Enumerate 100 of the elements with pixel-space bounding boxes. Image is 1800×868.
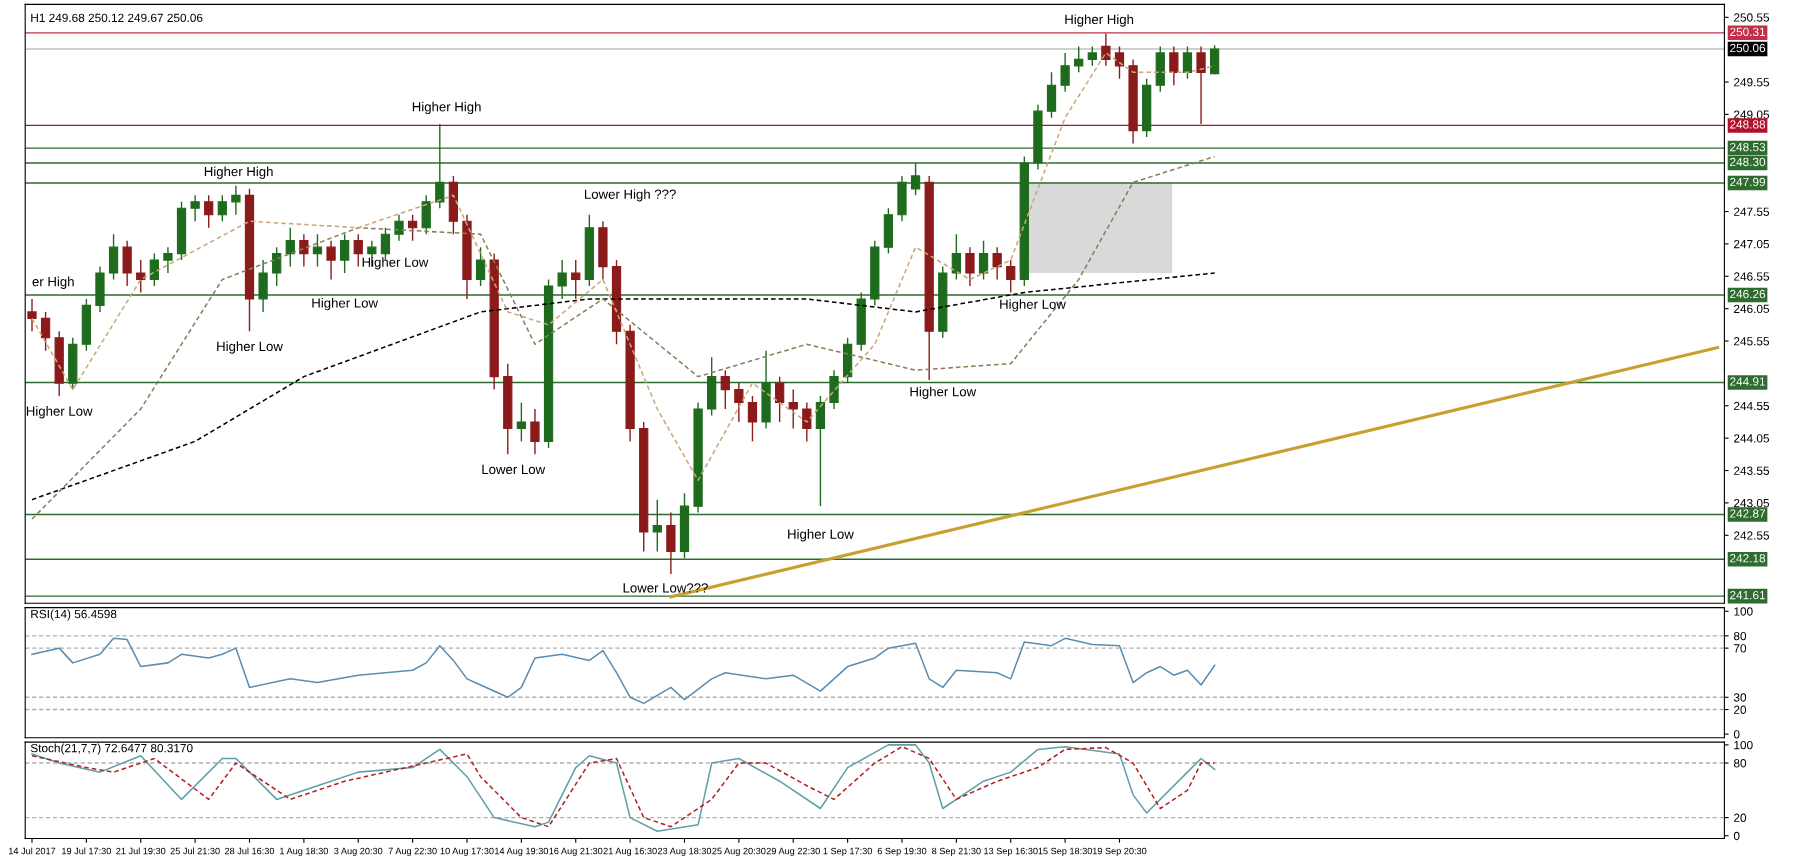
ref-line-label: 250.06 bbox=[1730, 43, 1766, 53]
y-tick-label: 80 bbox=[1733, 631, 1747, 641]
candlestick bbox=[1006, 259, 1016, 294]
chart-title: RSI(14) 56.4598 bbox=[31, 609, 117, 621]
annotation: Higher Low bbox=[1000, 299, 1066, 312]
y-tick-label: 20 bbox=[1734, 705, 1747, 714]
candlestick bbox=[516, 401, 526, 443]
x-tick-label: 19 Sep 20:30 bbox=[1092, 847, 1147, 857]
x-tick-label: 7 Aug 22:30 bbox=[388, 847, 437, 857]
x-tick-label: 13 Sep 16:30 bbox=[984, 847, 1038, 857]
x-tick-label: 25 Jul 21:30 bbox=[170, 847, 220, 855]
annotation: Higher Low bbox=[788, 529, 854, 542]
y-tick-label: 0 bbox=[1733, 831, 1740, 841]
candlestick bbox=[992, 246, 1002, 281]
y-tick-label: 100 bbox=[1734, 607, 1753, 616]
y-tick-label: 80 bbox=[1733, 759, 1747, 768]
ref-line-label: 246.26 bbox=[1730, 289, 1766, 299]
text: H1 249.68 250.12 249.67 250.06 bbox=[31, 13, 203, 22]
x-tick-label: 6 Sep 19:30 bbox=[877, 847, 927, 857]
ref-line-label: 242.18 bbox=[1730, 554, 1766, 563]
candlestick bbox=[1182, 45, 1193, 80]
candlestick bbox=[1087, 45, 1097, 67]
y-tick-label: 242.55 bbox=[1734, 531, 1770, 540]
candlestick bbox=[557, 259, 567, 300]
candlestick bbox=[272, 246, 282, 287]
x-tick-label: 3 Aug 20:30 bbox=[334, 847, 383, 857]
annotation: Higher High bbox=[412, 101, 481, 115]
candlestick bbox=[802, 401, 812, 443]
candlestick bbox=[951, 233, 961, 281]
annotation: Higher Low bbox=[910, 386, 977, 399]
candlestick bbox=[571, 259, 581, 300]
ref-line-label: 248.53 bbox=[1730, 142, 1766, 152]
candlestick bbox=[136, 259, 146, 294]
candlestick bbox=[326, 239, 336, 281]
candlestick bbox=[204, 194, 214, 229]
x-tick-label: 8 Sep 21:30 bbox=[932, 847, 981, 857]
annotation: Higher Low bbox=[26, 406, 93, 419]
x-tick-label: 10 Aug 17:30 bbox=[440, 847, 494, 857]
candlestick bbox=[149, 252, 159, 287]
annotation: Higher High bbox=[204, 166, 273, 179]
candlestick bbox=[1101, 32, 1111, 67]
candlestick bbox=[40, 311, 51, 352]
x-tick-label: 29 Aug 22:30 bbox=[766, 847, 820, 857]
x-tick-label: 1 Sep 17:30 bbox=[823, 847, 872, 857]
candlestick bbox=[1060, 52, 1070, 93]
annotation: er High bbox=[32, 276, 74, 289]
x-tick-label: 28 Jul 16:30 bbox=[224, 847, 275, 855]
x-tick-label: 1 Aug 18:30 bbox=[280, 847, 328, 857]
annotation: Lower High ??? bbox=[584, 189, 676, 202]
candlestick bbox=[775, 375, 785, 423]
y-tick-label: 0 bbox=[1733, 730, 1740, 739]
candlestick bbox=[394, 214, 404, 242]
candlestick bbox=[217, 194, 227, 222]
candlestick bbox=[720, 369, 730, 410]
ref-line-label: 248.30 bbox=[1730, 157, 1766, 167]
candlestick bbox=[340, 233, 350, 274]
y-tick-label: 247.05 bbox=[1734, 239, 1770, 249]
line-series bbox=[31, 637, 1216, 705]
y-tick-label: 244.55 bbox=[1734, 401, 1770, 411]
y-tick-label: 244.05 bbox=[1734, 434, 1770, 443]
y-tick-label: 70 bbox=[1734, 644, 1747, 653]
ref-line-label: 244.91 bbox=[1730, 377, 1766, 386]
candlestick bbox=[1196, 45, 1206, 125]
y-tick-label: 243.55 bbox=[1734, 466, 1770, 475]
y-tick-label: 30 bbox=[1733, 693, 1747, 702]
x-tick-label: 21 Jul 19:30 bbox=[116, 847, 166, 855]
candlestick bbox=[652, 498, 662, 553]
y-tick-label: 245.55 bbox=[1734, 337, 1770, 346]
candlestick bbox=[27, 298, 37, 333]
candlestick bbox=[530, 408, 540, 456]
x-tick-label: 25 Aug 20:30 bbox=[712, 847, 766, 857]
x-tick-label: 14 Aug 19:30 bbox=[495, 847, 549, 857]
annotation: Higher High bbox=[1065, 14, 1134, 27]
candlestick bbox=[231, 184, 241, 216]
candlestick bbox=[910, 162, 921, 197]
annotation: Lower Low??? bbox=[623, 583, 708, 593]
x-tick-label: 14 Jul 2017 bbox=[9, 847, 56, 855]
candlestick bbox=[407, 214, 418, 242]
candlestick bbox=[1169, 45, 1179, 86]
candlestick bbox=[312, 233, 323, 268]
candlestick bbox=[978, 239, 989, 281]
x-tick-label: 16 Aug 21:30 bbox=[549, 847, 603, 857]
annotation: Higher Low bbox=[362, 257, 429, 270]
candlestick bbox=[190, 194, 200, 222]
x-tick-label: 21 Aug 16:30 bbox=[603, 847, 657, 857]
annotation: Lower Low bbox=[482, 464, 546, 475]
annotation: Higher Low bbox=[217, 341, 283, 354]
y-tick-label: 249.05 bbox=[1734, 110, 1770, 119]
x-tick-label: 19 Jul 17:30 bbox=[62, 847, 111, 855]
y-tick-label: 243.05 bbox=[1734, 498, 1770, 508]
candlestick bbox=[285, 227, 295, 268]
candlestick bbox=[1074, 45, 1084, 74]
candlestick bbox=[299, 233, 309, 268]
ref-line-label: 242.87 bbox=[1730, 509, 1766, 518]
y-tick-label: 250.55 bbox=[1734, 13, 1770, 22]
ref-line-label: 247.99 bbox=[1730, 177, 1766, 187]
candlestick bbox=[475, 246, 486, 287]
candlestick bbox=[163, 246, 173, 274]
y-tick-label: 100 bbox=[1734, 740, 1753, 750]
chart-title: Stoch(21,7,7) 72.6477 80.3170 bbox=[30, 743, 193, 755]
